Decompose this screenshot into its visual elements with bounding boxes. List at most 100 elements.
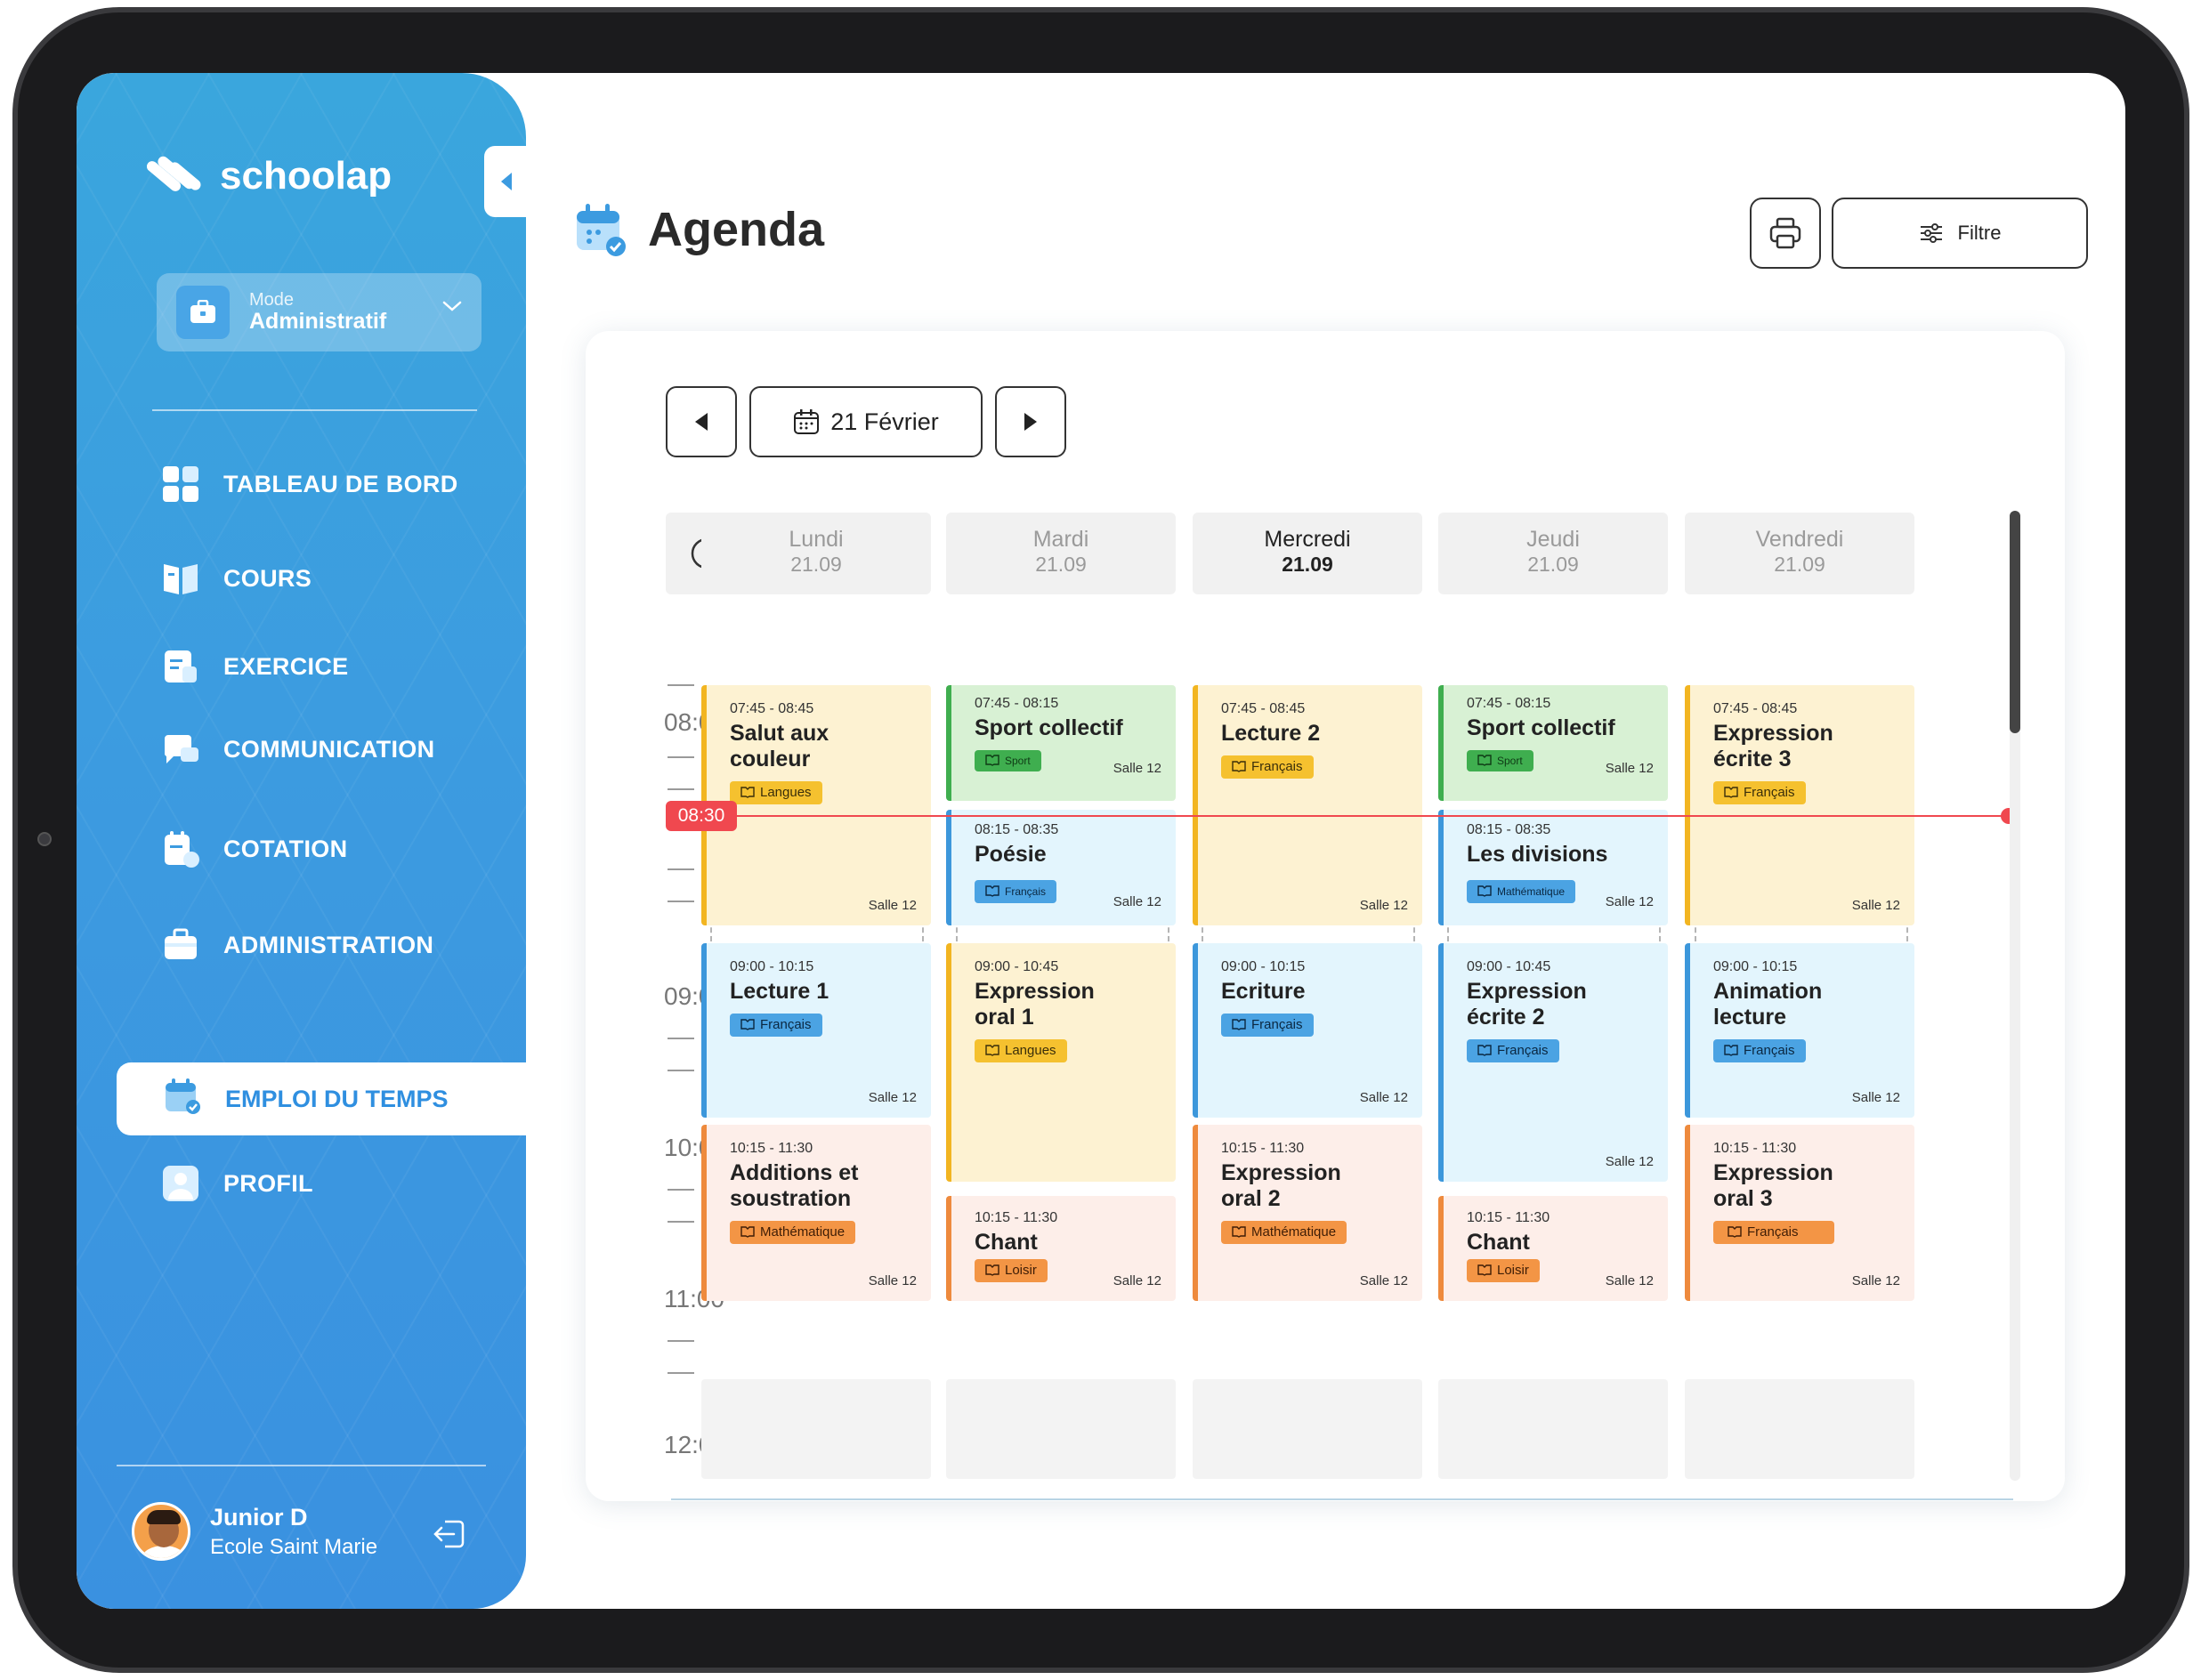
nav-item-emploi-du-temps[interactable]: EMPLOI DU TEMPS <box>117 1062 528 1135</box>
event-card[interactable]: 07:45 - 08:15 Sport collectif Sport Sall… <box>1438 685 1668 801</box>
event-card[interactable]: 08:15 - 08:35 Les divisions Mathématique… <box>1438 810 1668 925</box>
page-title: Agenda <box>648 203 825 256</box>
schedule-scrollbar[interactable] <box>2010 511 2020 1481</box>
empty-slot[interactable] <box>1438 1379 1668 1479</box>
day-header-mardi[interactable]: Mardi 21.09 <box>946 513 1176 594</box>
day-header-jeudi[interactable]: Jeudi 21.09 <box>1438 513 1668 594</box>
event-card[interactable]: 07:45 - 08:45 Lecture 2 Français Salle 1… <box>1193 685 1422 925</box>
print-button[interactable] <box>1750 198 1821 269</box>
app-logo[interactable]: schoolap <box>143 151 392 201</box>
nav-label: COURS <box>223 564 312 592</box>
next-day-button[interactable] <box>995 386 1066 457</box>
subject-tag: Langues <box>730 780 822 804</box>
calendar-icon <box>163 1077 202 1122</box>
nav-label: COTATION <box>223 835 348 862</box>
event-card[interactable]: 09:00 - 10:45 Expression écrite 2 França… <box>1438 943 1668 1182</box>
caret-left-icon <box>695 413 708 431</box>
current-time-badge: 08:30 <box>666 801 737 831</box>
previous-day-button[interactable] <box>666 386 737 457</box>
subject-tag: Mathématique <box>730 1220 856 1244</box>
filter-button[interactable]: Filtre <box>1832 198 2088 269</box>
logout-icon[interactable] <box>433 1516 468 1556</box>
page-title-group: Agenda <box>575 202 824 257</box>
time-tick <box>668 868 694 870</box>
nav-item-profil[interactable]: PROFIL <box>161 1164 313 1203</box>
event-card[interactable]: 09:00 - 10:45 Expression oral 1 Langues <box>946 943 1176 1182</box>
subject-tag: Loisir <box>1467 1258 1540 1282</box>
subject-tag: Sport <box>1467 749 1533 771</box>
book-icon <box>985 1045 999 1056</box>
calendar-icon <box>577 204 626 256</box>
event-card[interactable]: 10:15 - 11:30 Chant Loisir Salle 12 <box>1438 1196 1668 1301</box>
day-header-vendredi[interactable]: Vendredi 21.09 <box>1685 513 1914 594</box>
book-icon <box>1232 1019 1246 1031</box>
event-card[interactable]: 10:15 - 11:30 Expression oral 3 Français… <box>1685 1125 1914 1301</box>
sidebar-divider-top <box>152 409 477 411</box>
profile-icon <box>161 1164 200 1203</box>
sidebar-collapse-button[interactable] <box>484 146 529 217</box>
day-header-mercredi[interactable]: Mercredi 21.09 <box>1193 513 1422 594</box>
nav-label: EMPLOI DU TEMPS <box>225 1085 449 1112</box>
user-card[interactable]: Junior D Ecole Saint Marie <box>132 1502 377 1561</box>
event-card[interactable]: 09:00 - 10:15 Lecture 1 Français Salle 1… <box>701 943 931 1118</box>
avatar <box>132 1502 190 1561</box>
book-icon <box>740 787 755 798</box>
event-card[interactable]: 09:00 - 10:15 Ecriture Français Salle 12 <box>1193 943 1422 1118</box>
time-tick <box>668 1189 694 1191</box>
subject-tag: Français <box>1467 1038 1559 1062</box>
event-card[interactable]: 10:15 - 11:30 Chant Loisir Salle 12 <box>946 1196 1176 1301</box>
nav-item-cotation[interactable]: COTATION <box>161 829 347 868</box>
grading-icon <box>161 829 200 868</box>
subject-tag: Français <box>975 879 1057 903</box>
logo-mark-icon <box>143 151 206 201</box>
nav-label: EXERCICE <box>223 652 349 680</box>
scrollbar-thumb[interactable] <box>2010 511 2020 733</box>
subject-tag: Français <box>1713 1038 1806 1062</box>
book-icon <box>985 1264 999 1277</box>
event-card[interactable]: 07:45 - 08:15 Sport collectif Sport Sall… <box>946 685 1176 801</box>
nav-item-tableau-de-bord[interactable]: TABLEAU DE BORD <box>161 464 458 504</box>
event-card[interactable]: 10:15 - 11:30 Additions et soustration M… <box>701 1125 931 1301</box>
book-icon <box>985 755 999 767</box>
subject-tag: Français <box>1713 1220 1834 1244</box>
event-card[interactable]: 07:45 - 08:45 Expression écrite 3 França… <box>1685 685 1914 925</box>
dashboard-icon <box>161 464 200 504</box>
schedule-bottom-divider <box>671 1498 2013 1500</box>
app-name: schoolap <box>220 154 392 198</box>
user-name: Junior D <box>210 1503 308 1531</box>
nav-item-exercice[interactable]: EXERCICE <box>161 647 348 686</box>
subject-tag: Sport <box>975 749 1041 771</box>
empty-slot[interactable] <box>701 1379 931 1479</box>
sliders-icon <box>1920 223 1942 243</box>
event-card[interactable]: 07:45 - 08:45 Salut aux couleur Langues … <box>701 685 931 925</box>
calendar-icon <box>794 409 820 434</box>
mode-selector[interactable]: Mode Administratif <box>157 273 481 351</box>
nav-item-cours[interactable]: COURS <box>161 559 312 598</box>
subject-tag: Loisir <box>975 1258 1048 1282</box>
book-icon <box>1477 1264 1492 1277</box>
book-icon <box>1477 755 1492 767</box>
mode-value: Administratif <box>249 309 387 335</box>
mode-label: Mode <box>249 290 295 311</box>
empty-slot[interactable] <box>1193 1379 1422 1479</box>
sidebar: schoolap Mode Administratif TABLEAU DE B… <box>77 73 528 1609</box>
empty-slot[interactable] <box>1685 1379 1914 1479</box>
sidebar-divider-bottom <box>117 1465 486 1466</box>
current-date: 21 Février <box>830 408 939 435</box>
current-time-line <box>737 815 2006 817</box>
event-card[interactable]: 08:15 - 08:35 Poésie Français Salle 12 <box>946 810 1176 925</box>
date-picker-button[interactable]: 21 Février <box>749 386 983 457</box>
book-icon <box>740 1019 755 1031</box>
briefcase-icon <box>161 925 200 965</box>
user-school: Ecole Saint Marie <box>210 1534 378 1559</box>
subject-tag: Mathématique <box>1467 879 1576 903</box>
event-card[interactable]: 09:00 - 10:15 Animation lecture Français… <box>1685 943 1914 1118</box>
book-icon <box>985 885 999 898</box>
empty-slot[interactable] <box>946 1379 1176 1479</box>
day-header-lundi[interactable]: Lundi 21.09 <box>701 513 931 594</box>
event-card[interactable]: 10:15 - 11:30 Expression oral 2 Mathémat… <box>1193 1125 1422 1301</box>
nav-item-administration[interactable]: ADMINISTRATION <box>161 925 433 965</box>
book-icon <box>1724 1045 1738 1056</box>
subject-tag: Français <box>1221 1013 1314 1037</box>
nav-item-communication[interactable]: COMMUNICATION <box>161 730 434 769</box>
